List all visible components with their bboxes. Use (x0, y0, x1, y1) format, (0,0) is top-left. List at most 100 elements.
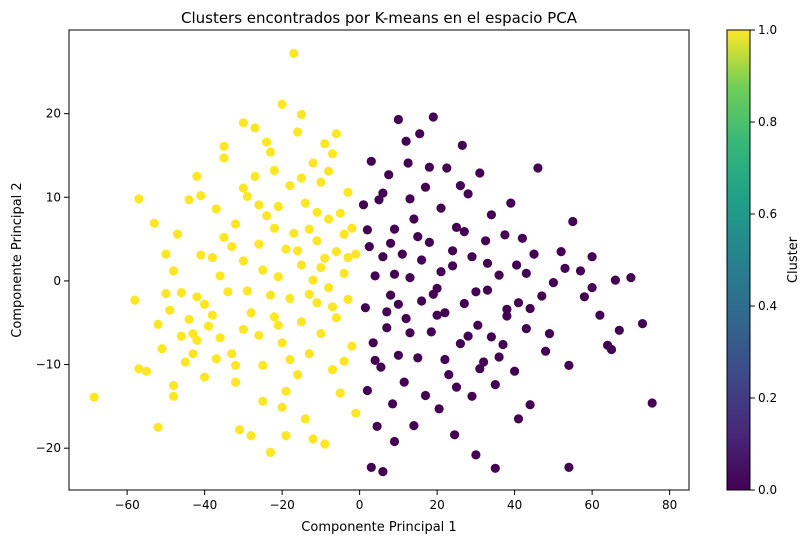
data-point-cluster-1 (327, 365, 338, 375)
colorbar-label: Cluster (786, 236, 801, 283)
y-tick-label: −20 (36, 441, 61, 455)
data-point-cluster-0 (511, 260, 522, 270)
data-point-cluster-1 (281, 386, 291, 396)
data-point-cluster-1 (242, 286, 252, 296)
data-point-cluster-0 (413, 353, 423, 363)
data-point-cluster-0 (606, 344, 617, 355)
colorbar-tick-label: 0.0 (758, 483, 777, 497)
data-point-cluster-1 (192, 335, 202, 345)
data-point-cluster-1 (231, 360, 241, 370)
data-point-cluster-1 (246, 431, 256, 441)
data-point-cluster-0 (525, 303, 535, 314)
data-point-cluster-1 (308, 275, 318, 285)
data-point-cluster-0 (521, 268, 531, 278)
data-point-cluster-0 (378, 467, 388, 477)
data-point-cluster-0 (376, 362, 386, 372)
x-tick-label: 40 (507, 498, 522, 512)
data-point-cluster-1 (312, 207, 322, 217)
data-point-cluster-0 (389, 269, 400, 279)
data-point-cluster-1 (285, 293, 295, 304)
data-point-cluster-1 (89, 392, 99, 402)
data-point-cluster-1 (320, 439, 330, 449)
data-point-cluster-1 (207, 252, 217, 263)
data-point-cluster-0 (463, 331, 473, 341)
data-point-cluster-1 (246, 308, 256, 318)
data-point-cluster-0 (382, 307, 392, 317)
data-point-cluster-0 (486, 332, 496, 342)
data-point-cluster-1 (293, 246, 303, 256)
data-point-cluster-0 (473, 320, 483, 330)
data-point-cluster-0 (378, 188, 388, 198)
data-point-cluster-1 (238, 183, 248, 193)
data-point-cluster-1 (281, 244, 291, 254)
data-point-cluster-1 (234, 425, 245, 435)
data-point-cluster-1 (308, 158, 318, 168)
data-point-cluster-1 (351, 249, 361, 259)
data-point-cluster-0 (575, 266, 586, 276)
data-point-cluster-0 (434, 404, 444, 414)
data-point-cluster-1 (200, 299, 210, 309)
data-point-cluster-1 (316, 177, 326, 187)
data-point-cluster-1 (219, 232, 229, 242)
data-point-cluster-1 (304, 289, 314, 299)
data-point-cluster-1 (320, 139, 330, 149)
data-point-cluster-0 (384, 170, 394, 180)
data-point-cluster-0 (424, 162, 434, 172)
data-point-cluster-0 (442, 163, 452, 173)
data-point-cluster-0 (370, 271, 380, 281)
data-point-cluster-1 (153, 422, 163, 432)
data-point-cluster-1 (335, 388, 345, 398)
data-point-cluster-1 (339, 229, 349, 239)
y-tick-label: 0 (53, 274, 61, 288)
data-point-cluster-0 (451, 222, 462, 232)
data-point-cluster-1 (250, 171, 260, 181)
data-point-cluster-1 (262, 137, 272, 147)
colorbar: 0.0 0.2 0.4 0.6 0.8 1.0 Cluster (726, 23, 801, 497)
x-tick-label: 60 (584, 498, 599, 512)
data-point-cluster-1 (351, 408, 361, 418)
plot-area (68, 29, 690, 491)
y-tick-label: −10 (36, 358, 61, 372)
data-point-cluster-0 (509, 366, 520, 376)
data-point-cluster-0 (626, 273, 636, 283)
points-layer (89, 48, 657, 477)
data-point-cluster-1 (339, 268, 349, 278)
data-point-cluster-1 (169, 266, 179, 276)
data-point-cluster-1 (134, 194, 144, 204)
data-point-cluster-0 (420, 390, 431, 401)
y-axis-label: Componente Principal 2 (10, 182, 25, 337)
data-point-cluster-1 (141, 366, 152, 376)
data-point-cluster-1 (254, 200, 264, 210)
data-point-cluster-0 (486, 210, 496, 220)
data-point-cluster-1 (324, 283, 334, 293)
data-point-cluster-1 (273, 320, 283, 330)
data-point-cluster-1 (169, 380, 179, 391)
data-point-cluster-1 (269, 312, 279, 322)
data-point-cluster-0 (366, 156, 376, 166)
data-point-cluster-1 (331, 247, 341, 257)
data-point-cluster-0 (368, 338, 378, 348)
data-point-cluster-1 (262, 211, 272, 221)
data-point-cluster-0 (614, 325, 624, 335)
data-point-cluster-1 (277, 338, 287, 348)
data-point-cluster-0 (426, 327, 436, 337)
data-point-cluster-1 (296, 109, 307, 120)
data-point-cluster-1 (320, 253, 330, 263)
data-point-cluster-1 (258, 396, 268, 406)
colorbar-tick-label: 0.6 (758, 207, 777, 221)
data-point-cluster-1 (324, 214, 334, 224)
data-point-cluster-1 (312, 236, 322, 246)
data-point-cluster-1 (289, 48, 299, 59)
data-point-cluster-0 (399, 377, 409, 387)
data-point-cluster-0 (362, 385, 372, 396)
data-point-cluster-0 (479, 357, 489, 367)
data-point-cluster-0 (413, 232, 423, 242)
data-point-cluster-1 (176, 331, 186, 341)
data-point-cluster-0 (521, 324, 531, 334)
data-point-cluster-0 (610, 275, 621, 285)
data-point-cluster-0 (386, 290, 396, 300)
colorbar-ticks: 0.0 0.2 0.4 0.6 0.8 1.0 (750, 23, 777, 497)
data-point-cluster-0 (494, 270, 504, 280)
data-point-cluster-0 (564, 462, 574, 472)
